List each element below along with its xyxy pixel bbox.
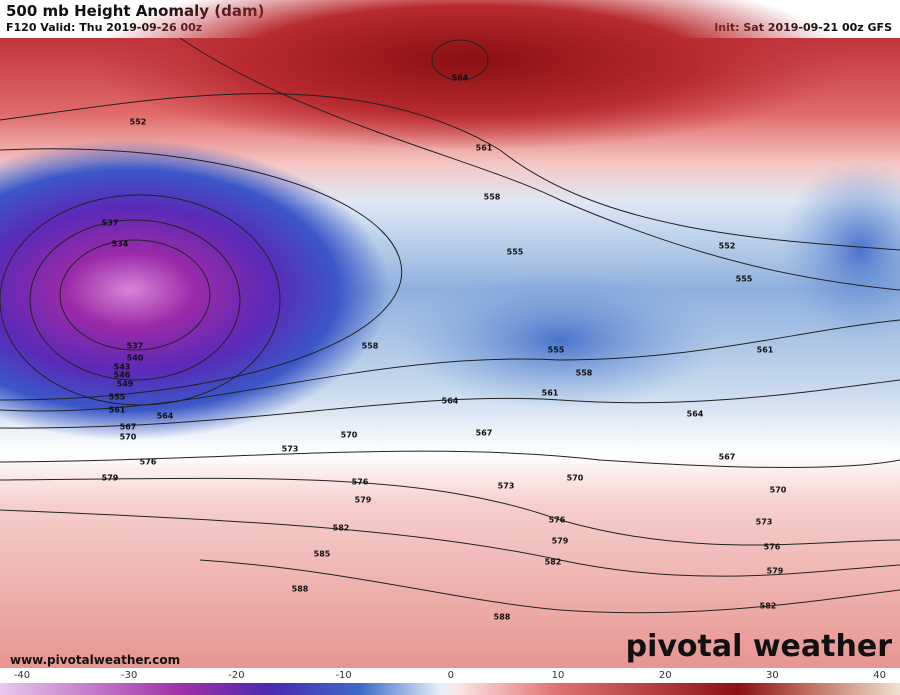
contour-label: 567: [719, 453, 736, 462]
contour-label: 582: [545, 558, 562, 567]
contour-label: 555: [736, 275, 753, 284]
contour-label: 576: [140, 458, 157, 467]
contour-label: 588: [494, 613, 511, 622]
contour-label: 546: [114, 371, 131, 380]
contour-label: 570: [341, 431, 358, 440]
contour-label: 561: [109, 406, 126, 415]
colorbar-tick: 30: [766, 670, 779, 681]
contour-label: 564: [157, 412, 174, 421]
contour-label: 561: [542, 389, 559, 398]
contour-label: 555: [507, 248, 524, 257]
contour-label: 540: [127, 354, 144, 363]
colorbar-tick: 40: [873, 670, 886, 681]
contour-label: 558: [576, 369, 593, 378]
contour-label: 573: [498, 482, 515, 491]
contour-label: 558: [362, 342, 379, 351]
contour-label: 582: [333, 524, 350, 533]
site-url: www.pivotalweather.com: [10, 653, 180, 667]
contour-label: 534: [112, 240, 129, 249]
contour-label: 552: [719, 242, 736, 251]
contour-label: 543: [114, 363, 131, 372]
contour-label: 588: [292, 585, 309, 594]
map-field: [0, 0, 900, 668]
colorbar-tick: 0: [448, 670, 454, 681]
contour-label: 579: [552, 537, 569, 546]
contour-label: 573: [282, 445, 299, 454]
contour-label: 576: [764, 543, 781, 552]
colorbar-tick: 10: [552, 670, 565, 681]
contour-label: 570: [567, 474, 584, 483]
contour-label: 570: [120, 433, 137, 442]
contour-label: 564: [687, 410, 704, 419]
contour-label: 573: [756, 518, 773, 527]
contour-label: 537: [127, 342, 144, 351]
contour-label: 537: [102, 219, 119, 228]
contour-label: 579: [355, 496, 372, 505]
contour-label: 567: [476, 429, 493, 438]
contour-label: 570: [770, 486, 787, 495]
contour-label: 561: [757, 346, 774, 355]
contour-label: 579: [767, 567, 784, 576]
contour-label: 552: [130, 118, 147, 127]
contour-label: 567: [120, 423, 137, 432]
contour-label: 576: [352, 478, 369, 487]
colorbar-tick: -20: [228, 670, 244, 681]
contour-label: 582: [760, 602, 777, 611]
logo: pivotal weather: [626, 629, 893, 664]
contour-label: 576: [549, 516, 566, 525]
contour-label: 564: [452, 74, 469, 83]
colorbar-tick: -10: [335, 670, 351, 681]
contour-label: 561: [476, 144, 493, 153]
contour-label: 579: [102, 474, 119, 483]
colorbar-tick: -30: [121, 670, 137, 681]
contour-label: 564: [442, 397, 459, 406]
contour-label: 555: [109, 393, 126, 402]
contour-label: 558: [484, 193, 501, 202]
contour-label: 555: [548, 346, 565, 355]
contour-label: 549: [117, 380, 134, 389]
colorbar: [0, 683, 900, 695]
contours: [0, 37, 900, 614]
contour-label: 585: [314, 550, 331, 559]
colorbar-tick: 20: [659, 670, 672, 681]
colorbar-tick: -40: [14, 670, 30, 681]
